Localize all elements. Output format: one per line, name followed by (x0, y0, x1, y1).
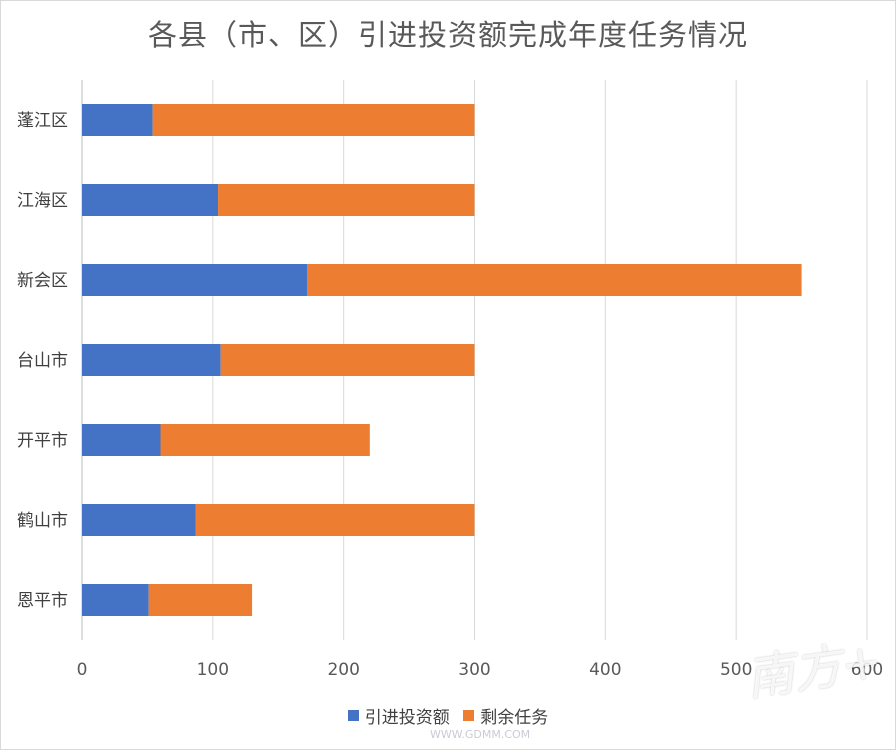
legend-item-remaining: 剩余任务 (463, 703, 548, 728)
bar-remaining-3 (220, 344, 475, 376)
bar-remaining-1 (218, 184, 475, 216)
x-tick-label-0: 0 (77, 660, 88, 680)
bar-invested-6 (82, 584, 149, 616)
x-tick-label-500: 500 (720, 660, 752, 680)
legend-label-invested: 引进投资额 (364, 708, 450, 728)
legend-swatch-remaining (463, 710, 475, 721)
bar-invested-0 (82, 104, 153, 136)
watermark-site: WWW.GDMM.COM (430, 728, 531, 741)
bar-invested-3 (82, 344, 221, 376)
bar-remaining-6 (148, 584, 253, 616)
y-category-label-5: 鹤山市 (17, 511, 68, 531)
x-tick-label-400: 400 (589, 660, 621, 680)
bar-remaining-0 (152, 104, 475, 136)
x-tick-label-200: 200 (327, 660, 359, 680)
bar-invested-4 (82, 424, 161, 456)
x-tick-label-300: 300 (458, 660, 490, 680)
x-tick-label-600: 600 (851, 660, 883, 680)
bar-invested-5 (82, 504, 196, 536)
legend-swatch-invested (347, 710, 359, 721)
bar-remaining-4 (160, 424, 370, 456)
bar-remaining-5 (195, 504, 475, 536)
legend-label-remaining: 剩余任务 (480, 708, 549, 728)
y-category-label-3: 台山市 (17, 351, 68, 371)
chart-title: 各县（市、区）引进投资额完成年度任务情况 (147, 18, 748, 52)
y-category-label-0: 蓬江区 (17, 111, 68, 131)
y-category-label-2: 新会区 (17, 271, 68, 291)
y-category-label-6: 恩平市 (17, 591, 68, 611)
x-tick-label-100: 100 (197, 660, 229, 680)
bar-remaining-2 (307, 264, 802, 296)
legend-item-invested: 引进投资额 (347, 703, 450, 728)
y-category-label-1: 江海区 (17, 191, 68, 211)
y-category-label-4: 开平市 (17, 431, 68, 451)
bar-invested-2 (82, 264, 308, 296)
chart-legend: 引进投资额 剩余任务 (0, 703, 896, 728)
bar-invested-1 (82, 184, 219, 216)
